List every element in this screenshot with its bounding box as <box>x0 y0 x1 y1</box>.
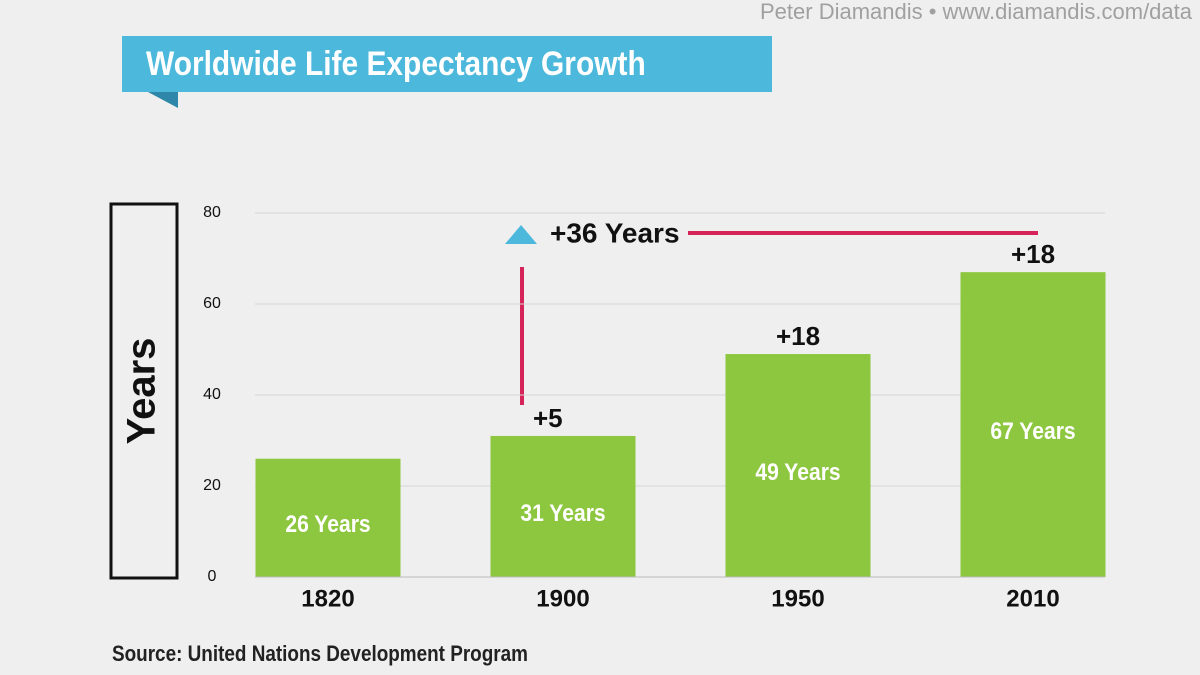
bar <box>725 354 871 577</box>
value-label: 49 Years <box>755 459 840 486</box>
source: Source: United Nations Development Progr… <box>112 642 528 667</box>
change-label: +18 <box>1011 239 1055 269</box>
x-tick-label: 1950 <box>771 585 824 612</box>
y-tick-label: 20 <box>203 477 221 494</box>
y-tick-label: 40 <box>203 386 221 403</box>
x-tick-label: 2010 <box>1006 585 1059 612</box>
y-tick-label: 0 <box>208 568 217 585</box>
bar <box>960 272 1106 577</box>
banner-fold <box>148 92 178 108</box>
bar <box>255 458 401 577</box>
value-label: 26 Years <box>285 511 370 538</box>
total-change: +36 Years <box>550 217 680 248</box>
y-tick-label: 80 <box>203 204 221 221</box>
increase-arrow <box>505 225 537 244</box>
chart-title: Worldwide Life Expectancy Growth <box>146 44 646 82</box>
change-label: +5 <box>533 403 563 433</box>
y-tick-label: 60 <box>203 295 221 312</box>
y-label-box <box>109 202 179 580</box>
y-axis-label: Years <box>120 338 164 445</box>
title-banner <box>122 36 772 92</box>
value-label: 67 Years <box>990 418 1075 445</box>
change-label: +18 <box>776 321 820 351</box>
x-tick-label: 1900 <box>536 585 589 612</box>
credit: Peter Diamandis • www.diamandis.com/data <box>760 0 1193 24</box>
bar <box>490 435 636 577</box>
x-tick-label: 1820 <box>301 585 354 612</box>
value-label: 31 Years <box>520 500 605 527</box>
